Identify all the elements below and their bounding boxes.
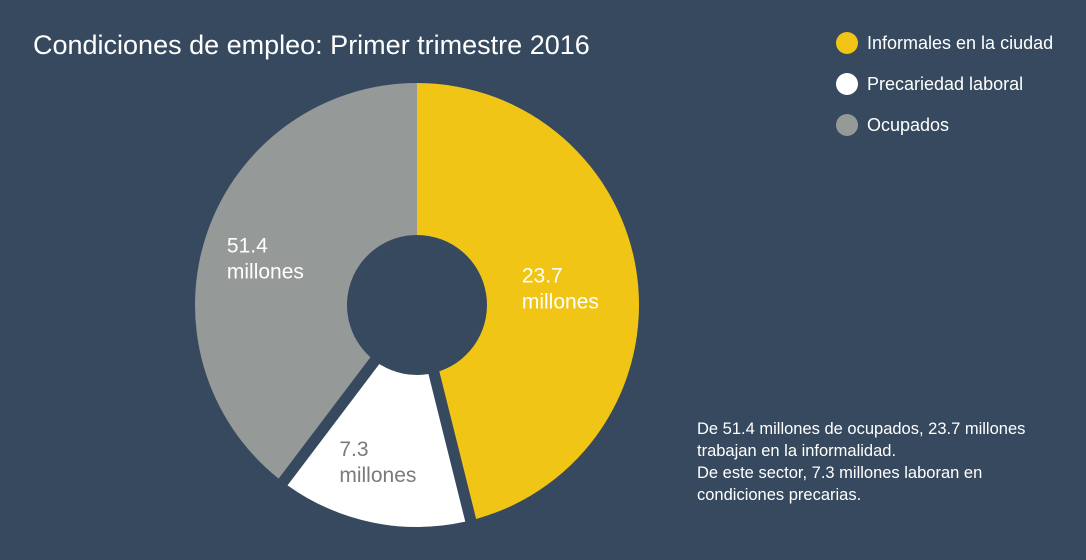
legend-label-ocupados: Ocupados [867, 114, 950, 135]
legend-swatch-informales [836, 32, 858, 54]
legend-item-ocupados[interactable]: Ocupados [836, 114, 1053, 136]
slice-label-precariedad: 7.3 millones [339, 438, 416, 487]
legend-item-precariedad[interactable]: Precariedad laboral [836, 73, 1053, 95]
legend-item-informales[interactable]: Informales en la ciudad [836, 32, 1053, 54]
legend-label-precariedad: Precariedad laboral [867, 73, 1024, 94]
donut-slice-ocupados[interactable] [195, 83, 417, 479]
legend-swatch-ocupados [836, 114, 858, 136]
donut-slice-precariedad[interactable] [287, 364, 466, 527]
legend: Informales en la ciudad Precariedad labo… [836, 32, 1053, 155]
annotation-note: De 51.4 millones de ocupados, 23.7 millo… [697, 418, 1057, 506]
slice-label-ocupados: 51.4 millones [227, 235, 304, 284]
legend-label-informales: Informales en la ciudad [867, 32, 1054, 53]
chart-title: Condiciones de empleo: Primer trimestre … [33, 30, 590, 60]
legend-swatch-precariedad [836, 73, 858, 95]
note-line-2: De este sector, 7.3 millones laboran en … [697, 464, 983, 504]
slice-label-informales: 23.7 millones [522, 264, 599, 313]
note-line-1: De 51.4 millones de ocupados, 23.7 millo… [697, 420, 1026, 460]
donut-slice-informales[interactable] [417, 83, 640, 519]
